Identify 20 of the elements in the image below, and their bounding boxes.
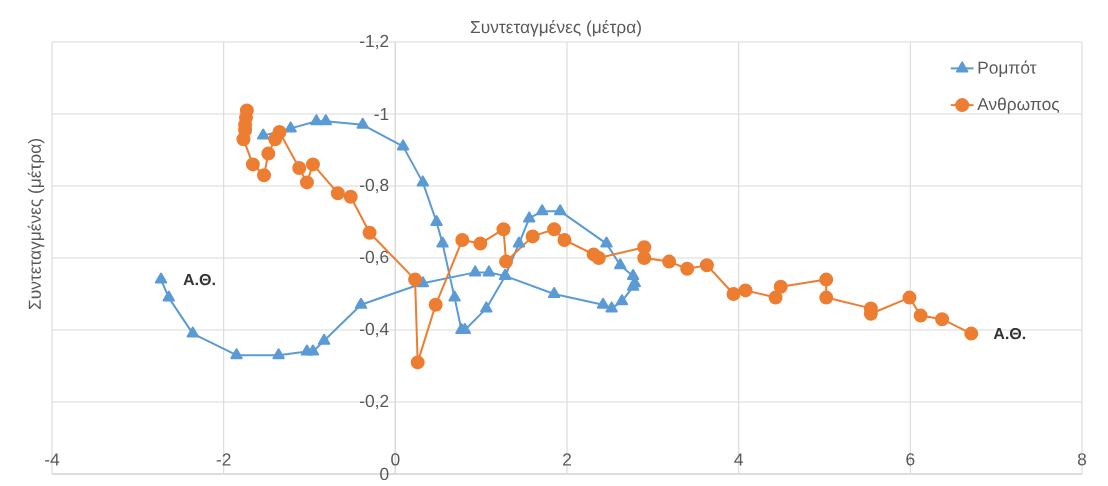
y-axis-title: Συντεταγμένες (μέτρα) — [27, 139, 45, 310]
y-tick-label: -1,2 — [360, 34, 389, 50]
y-tick-label: -0,4 — [360, 322, 389, 338]
y-tick-label: -0,8 — [360, 178, 389, 194]
y-tick-label: -0,2 — [360, 394, 389, 410]
x-tick-label: -2 — [216, 453, 231, 466]
x-tick-label: 8 — [1077, 453, 1087, 466]
x-tick-label: 0 — [391, 453, 400, 466]
x-tick-label: 2 — [563, 453, 571, 466]
legend-label: Ανθρωπος — [977, 97, 1060, 114]
y-tick-label: -1 — [374, 108, 389, 120]
annotation: Α.Θ. — [993, 327, 1026, 340]
y-tick-label: -0,6 — [360, 250, 389, 266]
y-tick-label: 0 — [380, 467, 389, 481]
x-tick-label: 6 — [906, 453, 915, 466]
x-tick-label: -4 — [45, 453, 60, 466]
annotation: Α.Θ. — [183, 273, 215, 286]
x-axis-title: Συντεταγμένες (μέτρα) — [470, 19, 641, 37]
x-tick-label: 4 — [734, 453, 743, 466]
legend-label: Ρομπότ — [978, 60, 1037, 77]
